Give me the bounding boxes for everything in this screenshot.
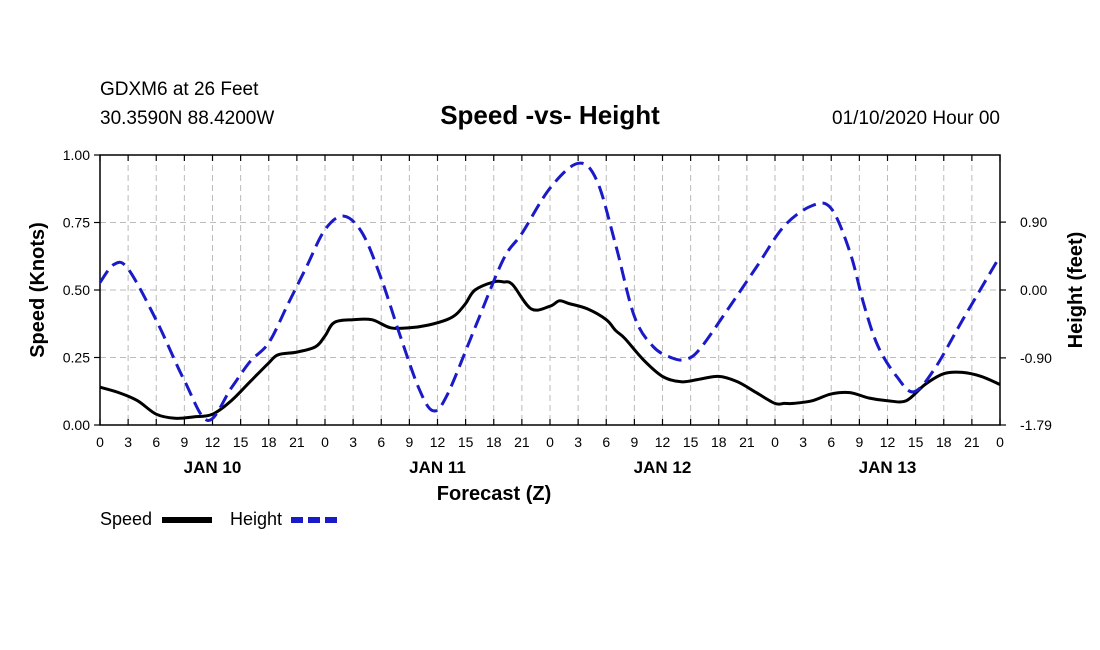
date-label: JAN 12 bbox=[634, 458, 692, 477]
x-tick-label: 15 bbox=[683, 434, 699, 450]
x-tick-label: 18 bbox=[261, 434, 277, 450]
x-tick-label: 9 bbox=[180, 434, 188, 450]
x-tick-label: 21 bbox=[739, 434, 755, 450]
y-axis-right: -1.79 -0.90 0.00 0.90 bbox=[1000, 214, 1052, 433]
y-right-tick-label: -0.90 bbox=[1020, 350, 1052, 366]
x-tick-label: 12 bbox=[430, 434, 446, 450]
x-tick-label: 21 bbox=[964, 434, 980, 450]
issued-label: 01/10/2020 Hour 00 bbox=[832, 108, 1000, 129]
y-right-tick-label: -1.79 bbox=[1020, 417, 1052, 433]
x-tick-label: 9 bbox=[405, 434, 413, 450]
x-tick-label: 3 bbox=[799, 434, 807, 450]
x-tick-label: 21 bbox=[289, 434, 305, 450]
x-tick-label: 3 bbox=[574, 434, 582, 450]
x-tick-label: 18 bbox=[486, 434, 502, 450]
y-right-tick-label: 0.00 bbox=[1020, 282, 1047, 298]
x-tick-label: 0 bbox=[771, 434, 779, 450]
legend: Speed Height bbox=[100, 509, 342, 529]
y-left-tick-label: 0.75 bbox=[63, 215, 90, 231]
x-axis: 0 3 6 9 12 15 18 21 0 3 6 9 12 15 18 21 0 3 6 9 12 15 18 21 0 3 6 9… bbox=[96, 155, 1004, 477]
station-label: GDXM6 at 26 Feet bbox=[100, 79, 259, 100]
x-tick-label: 18 bbox=[936, 434, 952, 450]
x-tick-label: 18 bbox=[711, 434, 727, 450]
y-axis-right-title: Height (feet) bbox=[1065, 232, 1087, 349]
x-tick-label: 9 bbox=[630, 434, 638, 450]
y-left-tick-label: 0.25 bbox=[63, 350, 90, 366]
x-tick-label: 6 bbox=[377, 434, 385, 450]
x-tick-label: 0 bbox=[96, 434, 104, 450]
date-label: JAN 10 bbox=[184, 458, 242, 477]
x-tick-label: 15 bbox=[908, 434, 924, 450]
y-axis-left: 0.00 0.25 0.50 0.75 1.00 bbox=[63, 147, 100, 433]
x-tick-label: 15 bbox=[458, 434, 474, 450]
x-tick-label: 3 bbox=[349, 434, 357, 450]
grid bbox=[100, 155, 1000, 425]
height-series-line bbox=[98, 161, 1002, 422]
x-tick-label: 12 bbox=[205, 434, 221, 450]
legend-speed-label: Speed bbox=[100, 509, 152, 529]
speed-series-line bbox=[99, 279, 1001, 420]
x-tick-label: 21 bbox=[514, 434, 530, 450]
series bbox=[98, 161, 1002, 422]
date-label: JAN 13 bbox=[859, 458, 917, 477]
y-right-tick-label: 0.90 bbox=[1020, 214, 1047, 230]
date-label: JAN 11 bbox=[409, 458, 466, 477]
x-tick-label: 6 bbox=[602, 434, 610, 450]
x-tick-label: 0 bbox=[996, 434, 1004, 450]
y-left-tick-label: 1.00 bbox=[63, 147, 90, 163]
x-axis-title: Forecast (Z) bbox=[437, 483, 551, 505]
x-tick-label: 3 bbox=[124, 434, 132, 450]
x-tick-label: 12 bbox=[655, 434, 671, 450]
x-tick-label: 15 bbox=[233, 434, 249, 450]
y-left-tick-label: 0.00 bbox=[63, 417, 90, 433]
location-label: 30.3590N 88.4200W bbox=[100, 108, 274, 129]
x-tick-label: 9 bbox=[855, 434, 863, 450]
x-tick-label: 0 bbox=[321, 434, 329, 450]
x-tick-label: 6 bbox=[827, 434, 835, 450]
x-tick-label: 12 bbox=[880, 434, 896, 450]
legend-height-label: Height bbox=[230, 509, 282, 529]
y-left-tick-label: 0.50 bbox=[63, 282, 90, 298]
chart-title: Speed -vs- Height bbox=[440, 100, 660, 130]
x-tick-label: 6 bbox=[152, 434, 160, 450]
y-axis-left-title: Speed (Knots) bbox=[27, 222, 49, 358]
x-tick-label: 0 bbox=[546, 434, 554, 450]
